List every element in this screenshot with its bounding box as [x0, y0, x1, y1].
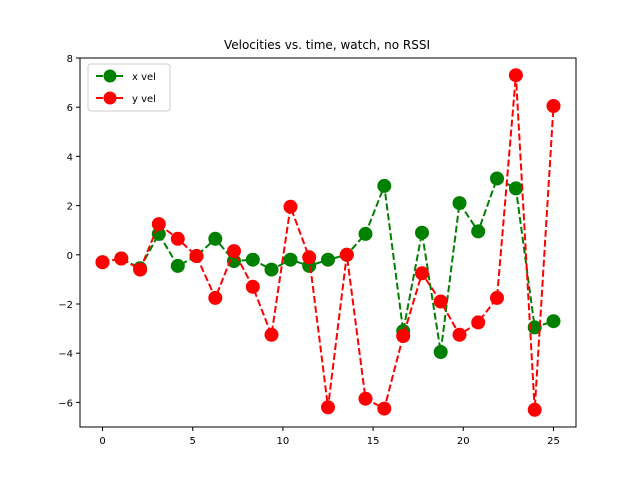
data-point-x-vel: [283, 252, 298, 267]
data-point-y-vel: [208, 290, 223, 305]
data-point-y-vel: [151, 217, 166, 232]
x-tick-label: 10: [277, 436, 290, 447]
series-line-y-vel: [102, 74, 555, 411]
chart-title: Velocities vs. time, watch, no RSSI: [224, 38, 430, 52]
data-point-y-vel: [245, 279, 260, 294]
data-point-y-vel: [227, 244, 241, 259]
data-point-x-vel: [433, 345, 448, 359]
x-tick-label: 15: [367, 436, 380, 447]
data-point-y-vel: [114, 251, 129, 266]
y-tick-label: 2: [67, 202, 73, 213]
data-point-y-vel: [95, 255, 110, 270]
data-point-y-vel: [321, 400, 335, 415]
y-tick-label: −2: [58, 300, 73, 311]
data-point-y-vel: [133, 262, 148, 277]
axis-ticks: 0 5 10 15 20 25 −6 −4 −2 0 2 4 6 8: [58, 54, 560, 447]
data-point-y-vel: [452, 327, 467, 342]
legend-label-x-vel: x vel: [132, 72, 156, 83]
data-point-x-vel: [358, 226, 373, 241]
data-point-y-vel: [189, 249, 204, 263]
data-point-x-vel: [452, 196, 467, 211]
y-tick-label: 0: [67, 251, 73, 262]
data-point-x-vel: [527, 320, 542, 335]
data-point-y-vel: [433, 294, 448, 309]
x-tick-label: 25: [547, 436, 560, 447]
data-point-x-vel: [377, 178, 392, 193]
legend-marker-y-vel: [103, 91, 117, 105]
data-point-y-vel: [546, 99, 561, 113]
data-point-y-vel: [471, 315, 486, 330]
data-point-y-vel: [396, 329, 411, 343]
data-point-x-vel: [546, 314, 561, 329]
data-point-x-vel: [471, 224, 486, 239]
data-point-x-vel: [321, 252, 335, 267]
data-point-x-vel: [490, 171, 504, 186]
data-point-y-vel: [508, 68, 523, 83]
y-tick-label: 4: [67, 152, 73, 163]
y-tick-label: 6: [67, 103, 73, 114]
data-point-y-vel: [527, 402, 542, 417]
data-point-y-vel: [377, 401, 392, 416]
data-point-x-vel: [208, 231, 223, 246]
y-tick-label: 8: [67, 54, 73, 65]
data-point-y-vel: [170, 231, 185, 246]
axes-frame: [79, 57, 577, 428]
data-point-x-vel: [508, 181, 523, 196]
data-point-y-vel: [490, 290, 504, 305]
data-point-y-vel: [415, 266, 429, 281]
data-point-y-vel: [302, 250, 317, 265]
legend-box: [87, 63, 171, 112]
y-tick-label: −4: [58, 349, 73, 360]
data-point-x-vel: [264, 262, 279, 277]
data-point-x-vel: [245, 252, 260, 267]
x-tick-label: 0: [99, 436, 105, 447]
legend-label-y-vel: y vel: [132, 94, 156, 105]
legend: x vel y vel: [87, 63, 171, 112]
data-point-x-vel: [170, 258, 185, 273]
data-point-x-vel: [415, 225, 429, 240]
x-tick-label: 5: [190, 436, 196, 447]
y-tick-label: −6: [58, 398, 73, 409]
data-point-y-vel: [358, 391, 373, 406]
x-tick-label: 20: [457, 436, 470, 447]
data-point-y-vel: [283, 199, 298, 214]
data-point-y-vel: [264, 327, 279, 342]
plot-area: [95, 68, 561, 417]
data-point-y-vel: [339, 247, 354, 262]
legend-marker-x-vel: [103, 69, 117, 83]
